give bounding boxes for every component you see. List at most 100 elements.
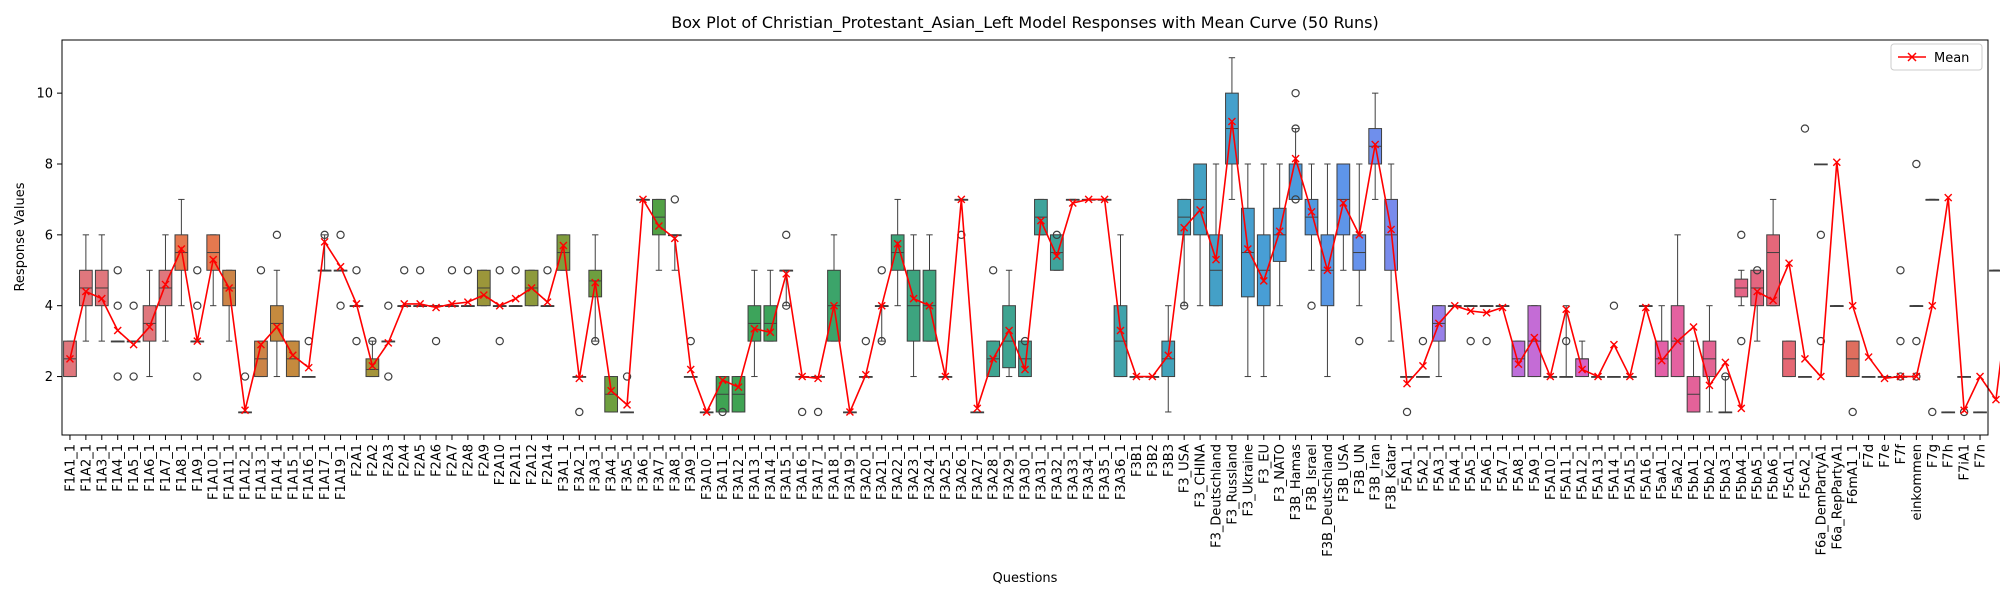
x-tick-label: F3B_Deutschland xyxy=(1321,444,1336,557)
box-F3A27_1 xyxy=(970,411,985,414)
x-tick-label: F3A12_1 xyxy=(732,444,747,500)
box-F3A22_1 xyxy=(890,198,905,307)
outlier-point xyxy=(1816,230,1826,240)
mean-marker xyxy=(1641,303,1650,312)
box-F6mA1_1 xyxy=(1845,340,1860,417)
outlier-point xyxy=(1291,124,1300,133)
x-tick-label: F3A28_1 xyxy=(987,444,1002,500)
outlier-point xyxy=(368,336,377,346)
mean-marker xyxy=(432,303,441,312)
outlier-point xyxy=(1816,336,1826,346)
x-tick-label: F3A29_1 xyxy=(1003,444,1018,500)
x-tick-label: F3A5_1 xyxy=(621,444,636,492)
box-F2A6 xyxy=(429,305,443,346)
x-tick-label: F3A2_1 xyxy=(573,444,588,492)
mean-marker xyxy=(1243,245,1252,254)
mean-marker xyxy=(1339,198,1348,207)
mean-marker xyxy=(256,340,265,349)
mean-marker xyxy=(845,407,854,416)
x-tick-label: F1A7_1 xyxy=(159,444,174,492)
outlier-point xyxy=(1928,407,1937,417)
outlier-point xyxy=(1418,336,1428,346)
mean-marker xyxy=(1212,255,1221,264)
mean-marker xyxy=(973,404,982,413)
box-F6a_RepPartyA1 xyxy=(1829,305,1844,307)
mean-marker xyxy=(623,400,632,409)
box-F5bA4_1 xyxy=(1734,230,1749,346)
mean-marker xyxy=(1180,223,1189,232)
x-tick-label: F3B_Katar xyxy=(1385,443,1400,509)
x-tick-label: F3B2 xyxy=(1146,444,1161,477)
mean-marker xyxy=(145,322,154,331)
mean-marker xyxy=(1800,354,1809,363)
mean-marker xyxy=(1307,207,1316,216)
mean-marker xyxy=(97,294,106,303)
box-F3B_Katar xyxy=(1384,163,1398,342)
x-tick-label: F1A6_1 xyxy=(143,444,158,492)
x-tick-label: F3B_USA xyxy=(1337,444,1352,502)
x-tick-label: F5A3_1 xyxy=(1432,444,1447,492)
mean-marker xyxy=(1880,374,1889,383)
box-F5aA1_1 xyxy=(1654,305,1669,378)
mean-marker xyxy=(686,365,695,374)
box-F1A2_1 xyxy=(79,234,93,342)
mean-marker xyxy=(1148,372,1157,381)
x-tick-label: F1A1_1 xyxy=(63,444,78,492)
outlier-point xyxy=(670,195,680,204)
mean-marker xyxy=(861,370,870,379)
x-tick-label: F5bA3_1 xyxy=(1719,444,1734,500)
x-tick-label: F1A16_1 xyxy=(302,444,317,500)
x-tick-label: F3A7_1 xyxy=(652,444,667,492)
mean-marker xyxy=(829,301,838,310)
outlier-point xyxy=(1355,336,1364,346)
x-tick-label: F5bA2_1 xyxy=(1703,444,1718,500)
box-F1A16_1 xyxy=(301,336,316,378)
mean-marker xyxy=(1753,287,1762,296)
x-tick-label: F5A2_1 xyxy=(1416,444,1431,492)
mean-marker xyxy=(607,386,616,395)
outlier-point xyxy=(447,266,457,275)
x-tick-label: F3A35_1 xyxy=(1098,444,1113,500)
box-F2A2 xyxy=(365,336,380,378)
x-tick-label: F1A14_1 xyxy=(270,444,285,500)
mean-marker xyxy=(416,299,425,308)
outlier-point xyxy=(1737,336,1746,346)
outlier-point xyxy=(591,336,600,346)
outlier-point xyxy=(352,336,361,346)
x-tick-label: F5A16_1 xyxy=(1639,444,1654,500)
y-axis-label: Response Values xyxy=(13,182,28,291)
mean-marker xyxy=(1769,296,1778,305)
x-tick-label: F1A10_1 xyxy=(207,444,222,500)
outlier-point xyxy=(129,301,138,310)
mean-marker xyxy=(670,234,679,243)
mean-marker xyxy=(81,287,90,296)
outlier-point xyxy=(877,266,886,275)
box-F7g xyxy=(1925,198,1940,417)
outlier-point xyxy=(415,266,425,275)
mean-marker xyxy=(941,372,950,381)
x-tick-label: F3A9_1 xyxy=(684,444,699,492)
outlier-point xyxy=(193,372,202,381)
box-F5bA6_1 xyxy=(1766,198,1780,307)
outlier-point xyxy=(336,301,345,310)
mean-marker xyxy=(1832,158,1841,167)
x-tick-label: F3_USA xyxy=(1178,444,1193,493)
x-tick-label: F5A1_1 xyxy=(1401,444,1416,492)
x-tick-label: F3A4_1 xyxy=(605,444,620,492)
legend-frame xyxy=(1890,43,1983,71)
x-tick-label: F2A14 xyxy=(541,444,556,485)
mean-marker xyxy=(1848,301,1857,310)
box-F5bA1_1 xyxy=(1686,340,1701,413)
mean-marker xyxy=(1896,372,1905,381)
x-tick-label: F1A17_1 xyxy=(318,444,333,500)
x-tick-label: F3_Ukraine xyxy=(1241,444,1256,516)
box-F3_NATO xyxy=(1272,163,1287,307)
outlier-point xyxy=(113,372,122,381)
outlier-point xyxy=(1800,124,1810,133)
x-tick-label: F5bA4_1 xyxy=(1735,444,1750,500)
mean-marker xyxy=(272,322,281,331)
x-tick-label: F3A31_1 xyxy=(1034,444,1049,500)
mean-marker xyxy=(352,299,361,308)
mean-marker xyxy=(225,283,234,292)
x-tick-label: F7f xyxy=(1894,444,1909,465)
